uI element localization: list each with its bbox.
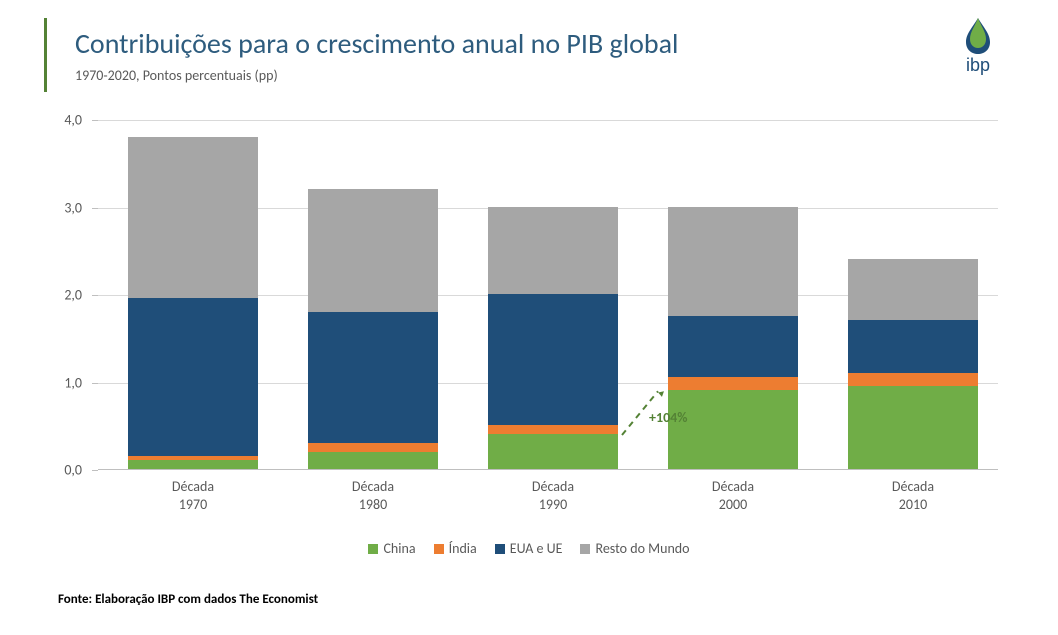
bar-segment — [848, 373, 978, 386]
legend-label: EUA e UE — [510, 540, 563, 557]
legend-label: China — [383, 540, 415, 557]
bar-segment — [488, 207, 618, 295]
bar-segment — [128, 298, 258, 456]
legend-label: Índia — [449, 540, 477, 557]
legend-item: Resto do Mundo — [580, 540, 689, 557]
y-tick — [92, 208, 98, 209]
annotation-label: +104% — [649, 409, 687, 426]
plot-area: Década1970Década1980Década1990Década2000… — [98, 120, 998, 470]
legend-item: China — [368, 540, 415, 557]
x-tick-label: Década1990 — [488, 478, 618, 514]
legend-swatch — [368, 544, 378, 554]
x-tick-label: Década2010 — [848, 478, 978, 514]
bar-segment — [848, 386, 978, 469]
legend-label: Resto do Mundo — [595, 540, 689, 557]
svg-text:ibp: ibp — [966, 55, 990, 75]
bar-segment — [668, 316, 798, 377]
y-axis: 0,01,02,03,04,0 — [50, 120, 90, 470]
bar-segment — [668, 377, 798, 390]
legend-swatch — [495, 544, 505, 554]
y-tick-label: 2,0 — [64, 287, 82, 304]
x-tick-label: Década2000 — [668, 478, 798, 514]
bar-segment — [128, 456, 258, 460]
bar-segment — [848, 259, 978, 320]
legend: China Índia EUA e UE Resto do Mundo — [0, 540, 1058, 557]
bar-segment — [308, 189, 438, 312]
y-tick-label: 3,0 — [64, 199, 82, 216]
logo-icon: ibp — [950, 16, 1006, 76]
bar-segment — [308, 443, 438, 452]
y-tick — [92, 295, 98, 296]
bar-segment — [848, 320, 978, 373]
legend-item: EUA e UE — [495, 540, 563, 557]
bar-segment — [668, 207, 798, 316]
bar-segment — [308, 312, 438, 443]
legend-swatch — [434, 544, 444, 554]
chart-subtitle: 1970-2020, Pontos percentuais (pp) — [75, 67, 678, 84]
bar-segment — [668, 390, 798, 469]
bar-segment — [128, 460, 258, 469]
y-tick-label: 4,0 — [64, 112, 82, 129]
bar-segment — [488, 434, 618, 469]
legend-item: Índia — [434, 540, 477, 557]
y-tick — [92, 383, 98, 384]
y-tick-label: 0,0 — [64, 462, 82, 479]
x-tick-label: Década1980 — [308, 478, 438, 514]
bar-segment — [308, 452, 438, 470]
chart-header: Contribuições para o crescimento anual n… — [44, 18, 678, 92]
chart-area: 0,01,02,03,04,0 Década1970Década1980Déca… — [50, 120, 1000, 500]
y-tick — [92, 120, 98, 121]
bar-segment — [488, 425, 618, 434]
bar-segment — [488, 294, 618, 425]
gridline — [98, 120, 998, 121]
chart-title: Contribuições para o crescimento anual n… — [75, 26, 678, 61]
legend-swatch — [580, 544, 590, 554]
x-tick-label: Década1970 — [128, 478, 258, 514]
source-text: Fonte: Elaboração IBP com dados The Econ… — [58, 592, 318, 607]
y-tick-label: 1,0 — [64, 374, 82, 391]
y-tick — [92, 470, 98, 471]
bar-segment — [128, 137, 258, 299]
ibp-logo: ibp — [948, 16, 1008, 76]
